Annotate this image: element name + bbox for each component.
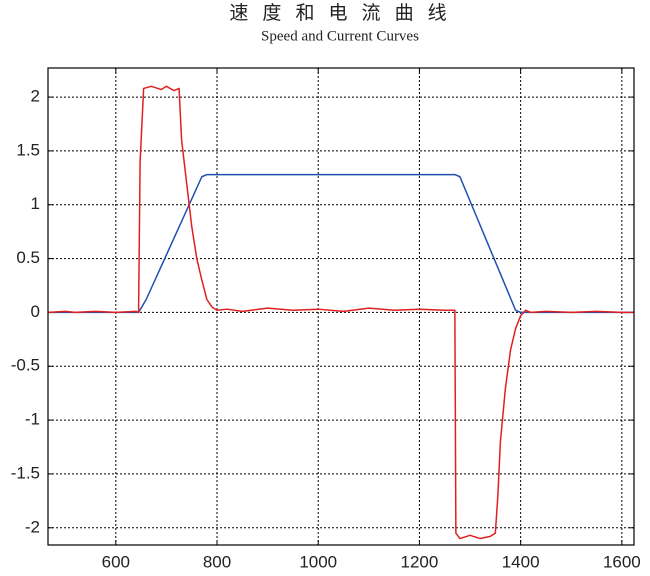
y-tick-label: 0 <box>31 302 40 321</box>
x-tick-label: 1600 <box>603 552 641 571</box>
y-tick-label: 2 <box>31 87 40 106</box>
series-line <box>47 85 634 540</box>
x-tick-label: 1000 <box>299 552 337 571</box>
y-tick-label: -1 <box>25 410 40 429</box>
x-tick-label: 1200 <box>401 552 439 571</box>
y-tick-label: 0.5 <box>16 248 40 267</box>
series-line <box>48 173 634 314</box>
chart-subtitle: Speed and Current Curves <box>261 28 419 44</box>
chart-title: 速 度 和 电 流 曲 线 <box>229 2 450 24</box>
plot-area <box>48 68 634 545</box>
axes-frame <box>47 67 635 546</box>
x-tick-label: 1400 <box>502 552 540 571</box>
x-tick-label: 600 <box>102 552 130 571</box>
y-tick-label: -0.5 <box>11 356 40 375</box>
x-tick-label: 800 <box>203 552 231 571</box>
y-tick-label: 1.5 <box>16 140 40 159</box>
y-tick-label: 1 <box>31 194 40 213</box>
y-tick-label: -2 <box>25 517 40 536</box>
y-tick-label: -1.5 <box>11 463 40 482</box>
